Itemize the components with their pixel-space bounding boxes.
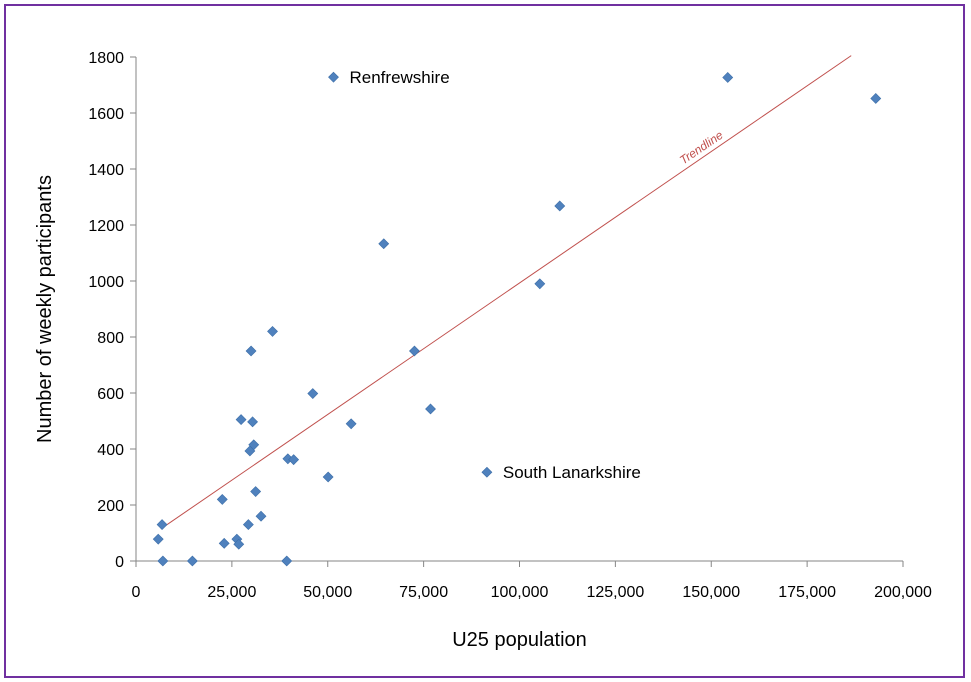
- annotations: Renfrewshire South Lanarkshire: [350, 68, 641, 482]
- data-point: [255, 510, 267, 522]
- data-point: [267, 325, 278, 337]
- data-point: [554, 200, 566, 212]
- data-point: [248, 439, 260, 451]
- data-point: [307, 388, 319, 399]
- data-point: [247, 416, 259, 428]
- x-axis-title: U25 population: [452, 629, 587, 651]
- trendline: [160, 55, 852, 530]
- data-point: [186, 555, 198, 567]
- data-point: [425, 403, 436, 415]
- data-point: [156, 519, 168, 531]
- data-point: [218, 537, 230, 549]
- data-point: [235, 414, 247, 426]
- trendline-group: Trendline: [160, 55, 852, 530]
- x-tick-label: 0: [132, 584, 141, 601]
- y-ticks: 0 200 400 600 800 1000 1200 1400 1600 1800: [88, 50, 136, 571]
- x-tick-label: 150,000: [682, 584, 740, 601]
- x-tick-label: 125,000: [586, 584, 644, 601]
- data-point: [322, 471, 334, 483]
- data-point: [216, 493, 228, 505]
- data-point: [242, 519, 254, 531]
- data-point: [481, 466, 493, 478]
- y-tick-label: 1600: [88, 106, 124, 123]
- data-point: [328, 71, 339, 83]
- data-point: [233, 538, 245, 550]
- chart-frame: [4, 4, 965, 678]
- data-point: [408, 345, 420, 357]
- data-point: [870, 93, 882, 104]
- data-point: [534, 278, 546, 290]
- x-tick-label: 25,000: [207, 584, 256, 601]
- data-point: [722, 72, 734, 83]
- y-tick-label: 800: [97, 330, 124, 347]
- data-points: [152, 71, 882, 567]
- x-tick-label: 200,000: [874, 584, 932, 601]
- x-tick-label: 175,000: [778, 584, 836, 601]
- axes: [135, 57, 903, 562]
- data-point: [245, 345, 257, 357]
- data-point: [281, 555, 293, 567]
- y-tick-label: 0: [115, 554, 124, 571]
- y-tick-label: 200: [97, 498, 124, 515]
- y-tick-label: 1000: [88, 274, 124, 291]
- x-tick-label: 75,000: [399, 584, 448, 601]
- data-point: [288, 454, 300, 466]
- x-ticks: 0 25,000 50,000 75,000 100,000 125,000 150,000…: [132, 561, 932, 601]
- annotation-label: South Lanarkshire: [503, 463, 641, 482]
- y-tick-label: 1400: [88, 162, 124, 179]
- y-axis-title: Number of weekly participants: [34, 175, 56, 443]
- x-tick-label: 50,000: [303, 584, 352, 601]
- y-tick-label: 1200: [88, 218, 124, 235]
- y-tick-label: 1800: [88, 50, 124, 67]
- x-tick-label: 100,000: [491, 584, 549, 601]
- annotation-label: Renfrewshire: [350, 68, 450, 87]
- data-point: [345, 418, 357, 430]
- trendline-label: Trendline: [677, 128, 726, 168]
- data-point: [152, 533, 164, 545]
- data-point: [250, 486, 262, 497]
- y-tick-label: 400: [97, 442, 124, 459]
- y-tick-label: 600: [97, 386, 124, 403]
- data-point: [157, 555, 169, 567]
- data-point: [378, 238, 390, 250]
